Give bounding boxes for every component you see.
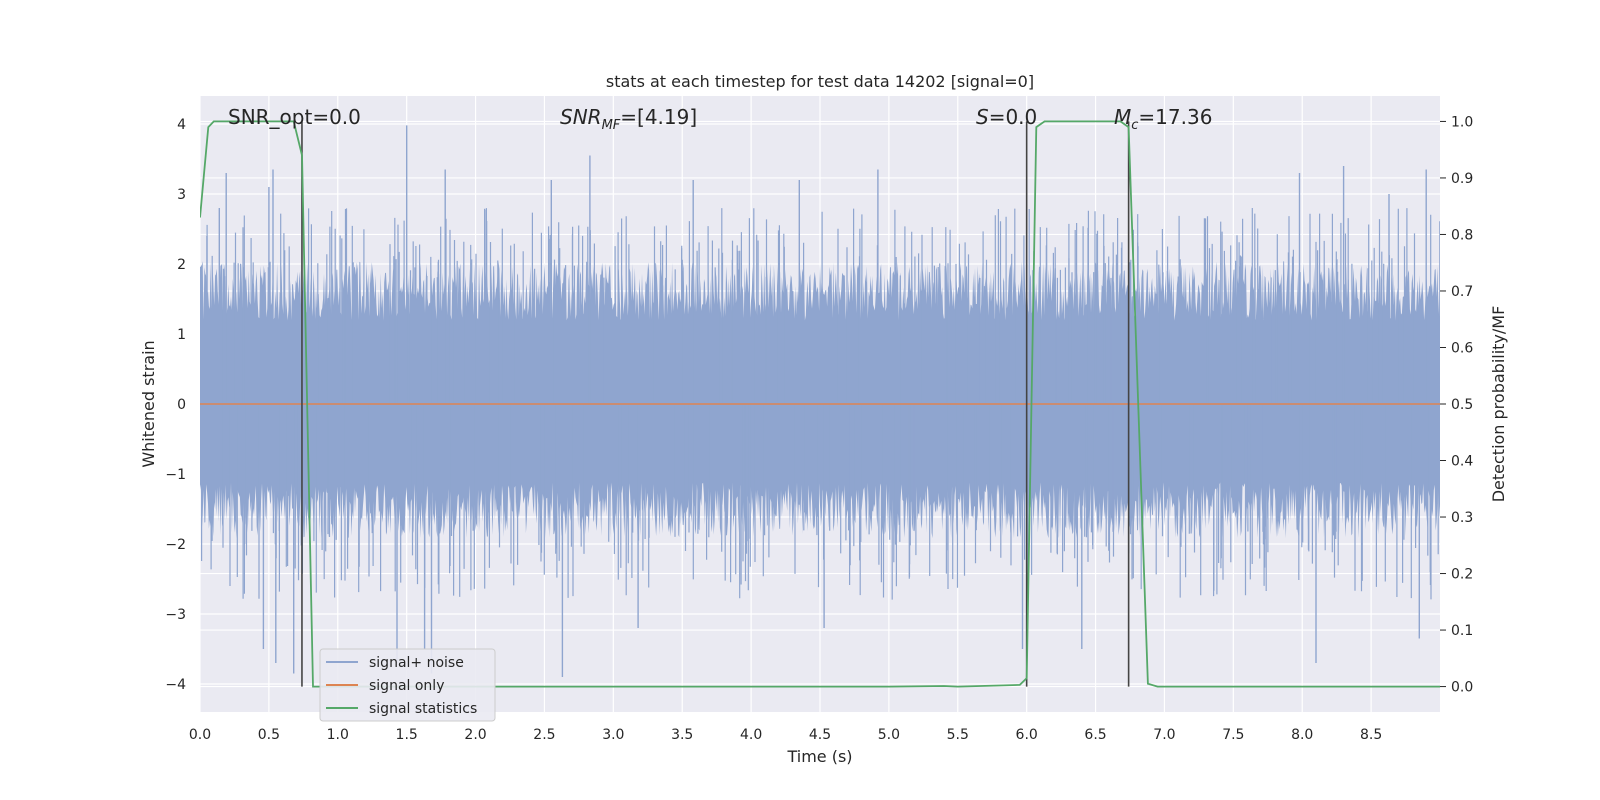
x-tick-label-3: 1.5: [396, 727, 418, 743]
legend-label-signal-only: signal only: [369, 678, 444, 694]
x-tick-label-10: 5.0: [878, 727, 900, 743]
x-tick-label-1: 0.5: [258, 727, 280, 743]
annotation-s-main: S: [976, 105, 989, 129]
y-tick-label-5: −1: [165, 467, 186, 483]
legend-label-signal-statistics: signal statistics: [369, 701, 477, 717]
y-tick-label-2: 2: [177, 257, 186, 273]
annotation-s-value: =0.0: [989, 105, 1038, 129]
y-tick-label-7: −3: [165, 607, 186, 623]
y-tick-label-4: 0: [177, 397, 186, 413]
annotation-mc-value: =17.36: [1138, 105, 1212, 129]
x-tick-label-4: 2.0: [464, 727, 486, 743]
y-tick-label-8: −4: [165, 677, 186, 693]
y-axis-label: Whitened strain: [139, 340, 158, 467]
x-tick-label-6: 3.0: [602, 727, 624, 743]
vertical-markers: [301, 121, 1130, 687]
y2-tick-label-9: 0.1: [1451, 623, 1473, 639]
y2-tick-label-4: 0.6: [1451, 340, 1473, 356]
annotation-mc-sub: c: [1131, 118, 1138, 133]
annotation-snr-mf: SNRMF=[4.19]: [560, 105, 697, 133]
x-tick-label-13: 6.5: [1084, 727, 1106, 743]
x-tick-label-8: 4.0: [740, 727, 762, 743]
y-tick-label-6: −2: [165, 537, 186, 553]
x-tick-label-15: 7.5: [1222, 727, 1244, 743]
x-tick-label-5: 2.5: [533, 727, 555, 743]
annotation-snr-opt: SNR_opt=0.0: [228, 105, 361, 129]
y2-tick-label-3: 0.7: [1451, 284, 1473, 300]
x-axis-ticks: 0.0 0.5 1.0 1.5 2.0 2.5 3.0 3.5 4.0 4.5 5.0 5.5 6.0 6…: [189, 727, 1382, 743]
x-tick-label-11: 5.5: [947, 727, 969, 743]
y2-tick-label-5: 0.5: [1451, 397, 1473, 413]
x-tick-label-7: 3.5: [671, 727, 693, 743]
y2-tick-label-2: 0.8: [1451, 227, 1473, 243]
chart-title: stats at each timestep for test data 142…: [606, 72, 1034, 91]
y2-tick-label-7: 0.3: [1451, 510, 1473, 526]
x-tick-label-16: 8.0: [1291, 727, 1313, 743]
x-axis-label: Time (s): [786, 747, 852, 766]
y2-tick-label-1: 0.9: [1451, 171, 1473, 187]
series-signal-noise-spikes: [201, 125, 1440, 677]
y2-axis-label: Detection probability/MF: [1489, 306, 1508, 503]
x-tick-label-14: 7.0: [1153, 727, 1175, 743]
annotation-s: S=0.0: [976, 105, 1037, 129]
x-tick-label-9: 4.5: [809, 727, 831, 743]
x-tick-label-12: 6.0: [1016, 727, 1038, 743]
y-tick-label-1: 3: [177, 187, 186, 203]
annotation-snr-mf-value: =[4.19]: [620, 105, 697, 129]
x-tick-label-17: 8.5: [1360, 727, 1382, 743]
annotation-snr-mf-sub: MF: [602, 118, 621, 133]
legend: signal+ noise signal only signal statist…: [319, 648, 496, 722]
legend-box: [319, 648, 496, 722]
y-axis-ticks: 4 3 2 1 0 −1 −2 −3 −4: [165, 117, 186, 693]
y2-tick-label-0: 1.0: [1451, 114, 1473, 130]
y2-tick-label-6: 0.4: [1451, 454, 1473, 470]
x-tick-label-0: 0.0: [189, 727, 211, 743]
series-signal-noise-band: [200, 261, 1440, 539]
y2-tick-label-8: 0.2: [1451, 567, 1473, 583]
y2-tick-label-10: 0.0: [1451, 680, 1473, 696]
x-tick-label-2: 1.0: [327, 727, 349, 743]
legend-label-signal-noise: signal+ noise: [369, 655, 464, 671]
annotation-mc: Mc=17.36: [1114, 105, 1212, 133]
y-tick-label-0: 4: [177, 117, 186, 133]
y2-axis-ticks: 1.0 0.9 0.8 0.7 0.6 0.5 0.4 0.3 0.2 0.1 0.0: [1440, 114, 1473, 696]
series-signal-statistics-line: [200, 120, 1440, 688]
annotation-snr-mf-main: SNR: [560, 105, 602, 129]
annotation-mc-main: M: [1114, 105, 1131, 129]
y-tick-label-3: 1: [177, 327, 186, 343]
